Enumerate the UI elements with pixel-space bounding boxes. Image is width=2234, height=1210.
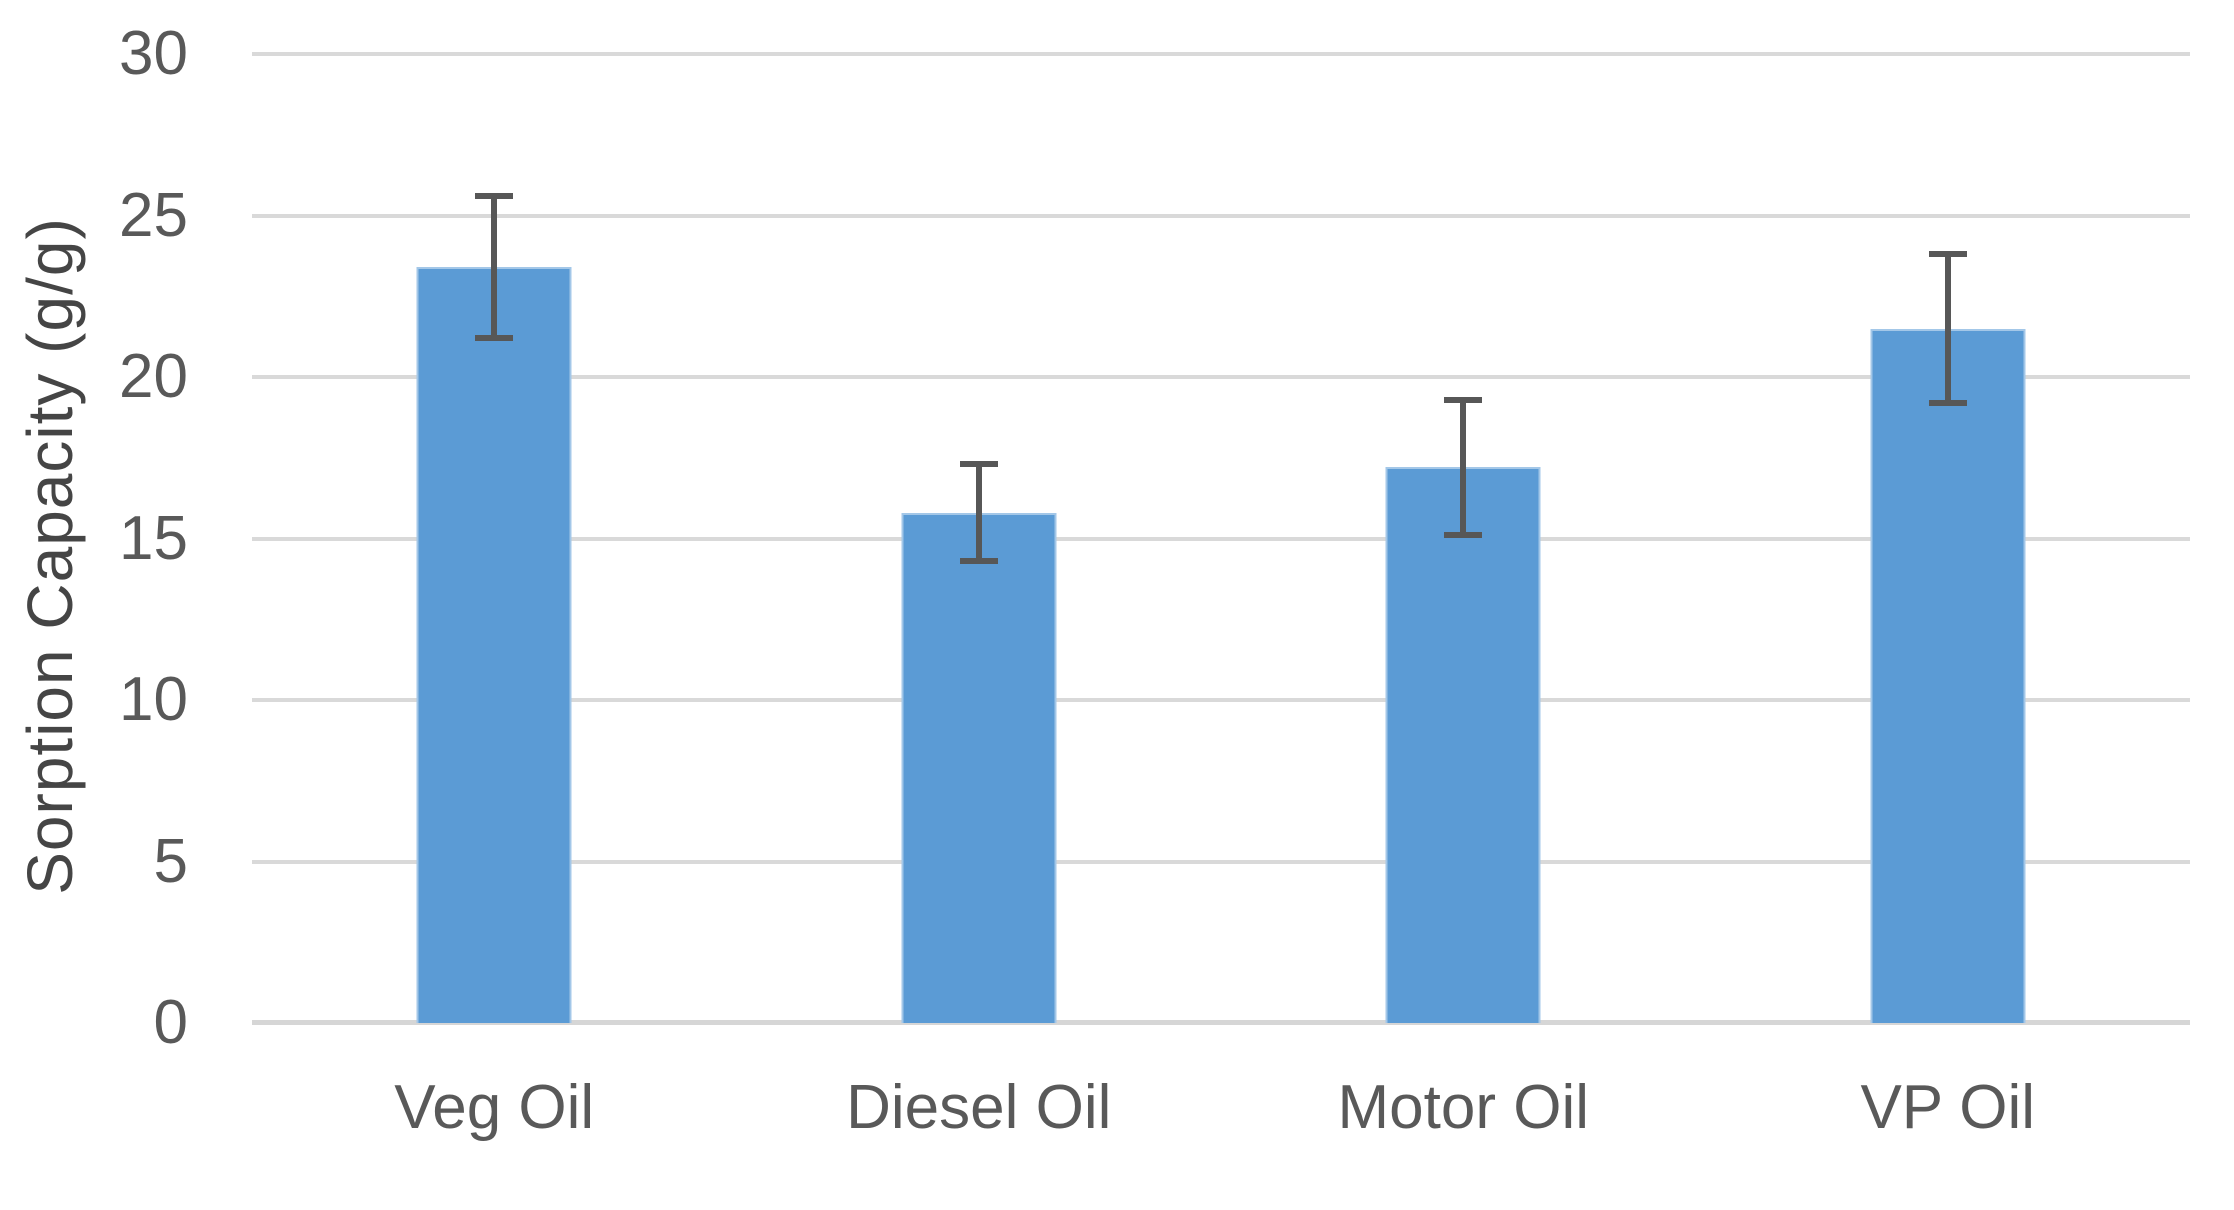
y-tick-label: 5 [153, 826, 188, 896]
error-bar-stem [1944, 254, 1951, 403]
error-bar-cap [1444, 396, 1483, 403]
x-category-label: VP Oil [1860, 1073, 2036, 1142]
error-bar-stem [1460, 399, 1467, 536]
x-axis-line [252, 1020, 2190, 1025]
gridline [252, 698, 2190, 703]
y-axis-ticks: 0 5 10 15 20 25 30 [0, 23, 188, 1054]
y-tick-label: 10 [119, 665, 188, 735]
error-bar-cap [475, 335, 514, 342]
gridline [252, 536, 2190, 541]
error-bar-cap [959, 461, 998, 468]
y-tick-label: 0 [153, 988, 188, 1057]
x-category-labels: Veg Oil Diesel Oil Motor Oil VP Oil [252, 1072, 2190, 1172]
x-category-label: Diesel Oil [846, 1073, 1112, 1142]
bar [416, 267, 572, 1023]
gridline [252, 859, 2190, 864]
bar-slot [1706, 54, 2191, 1023]
gridline [252, 52, 2190, 56]
bar [1870, 328, 2026, 1023]
y-tick-label: 20 [119, 342, 188, 412]
bar-slot [737, 54, 1222, 1023]
error-bar-cap [1928, 399, 1967, 406]
error-bar-cap [1444, 532, 1483, 539]
y-tick-label: 25 [119, 180, 188, 250]
error-bar-cap [959, 558, 998, 565]
plot-area [252, 52, 2191, 1025]
bar-slot [252, 54, 737, 1023]
gridline [252, 213, 2190, 218]
bar-slot [1221, 54, 1706, 1023]
error-bar-stem [975, 464, 982, 562]
y-tick-label: 15 [119, 503, 188, 573]
error-bar-stem [491, 196, 498, 339]
bar [1385, 467, 1541, 1023]
y-tick-label: 30 [119, 19, 188, 88]
x-category-label: Motor Oil [1337, 1073, 1589, 1142]
error-bar-cap [475, 193, 514, 200]
x-category-label: Veg Oil [394, 1073, 595, 1142]
error-bar-cap [1928, 251, 1967, 258]
gridline [252, 375, 2190, 380]
bar [901, 512, 1057, 1023]
